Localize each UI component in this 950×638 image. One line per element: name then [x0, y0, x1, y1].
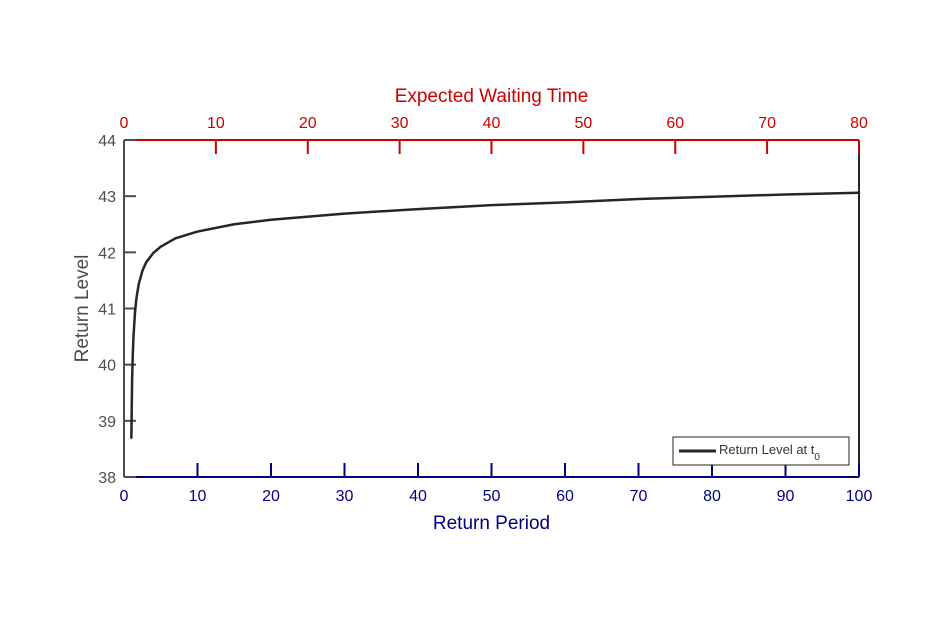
top-x-tick-label: 10	[207, 115, 225, 132]
x-tick-label: 90	[777, 488, 795, 505]
x-tick-label: 20	[262, 488, 280, 505]
y-tick-label: 42	[98, 245, 116, 262]
x-tick-label: 10	[189, 488, 207, 505]
y-axis: 38 39 40 41 42 43 44	[98, 133, 136, 487]
top-x-tick-label: 60	[666, 115, 684, 132]
top-x-tick-label: 70	[758, 115, 776, 132]
top-x-axis-title: Expected Waiting Time	[395, 86, 589, 107]
top-x-tick-label: 80	[850, 115, 868, 132]
top-x-tick-label: 0	[120, 115, 129, 132]
y-axis-title: Return Level	[72, 255, 93, 363]
x-tick-label: 70	[630, 488, 648, 505]
x-tick-label: 80	[703, 488, 721, 505]
top-x-tick-label: 30	[391, 115, 409, 132]
y-tick-label: 43	[98, 189, 116, 206]
series-layer	[130, 191, 861, 439]
x-axis-title: Return Period	[433, 513, 550, 534]
legend: Return Level at t0	[672, 436, 850, 466]
top-x-tick-label: 20	[299, 115, 317, 132]
x-tick-label: 60	[556, 488, 574, 505]
legend-label-subscript: 0	[814, 452, 820, 463]
top-x-tick-label: 40	[483, 115, 501, 132]
series-line	[130, 191, 861, 439]
top-x-axis: 0 10 20 30 40 50 60 70 80	[120, 115, 868, 154]
bottom-x-axis: 0 10 20 30 40 50 60 70 80 90 100	[120, 463, 873, 505]
x-tick-label: 0	[120, 488, 129, 505]
y-tick-label: 41	[98, 302, 116, 319]
x-tick-label: 50	[483, 488, 501, 505]
x-tick-label: 30	[336, 488, 354, 505]
x-tick-label: 100	[846, 488, 873, 505]
x-tick-label: 40	[409, 488, 427, 505]
legend-label: Return Level at t0	[719, 442, 820, 463]
y-tick-label: 38	[98, 470, 116, 487]
y-tick-label: 44	[98, 133, 116, 150]
y-tick-label: 40	[98, 358, 116, 375]
y-tick-label: 39	[98, 414, 116, 431]
top-x-tick-label: 50	[574, 115, 592, 132]
legend-label-text: Return Level at t	[719, 442, 815, 457]
